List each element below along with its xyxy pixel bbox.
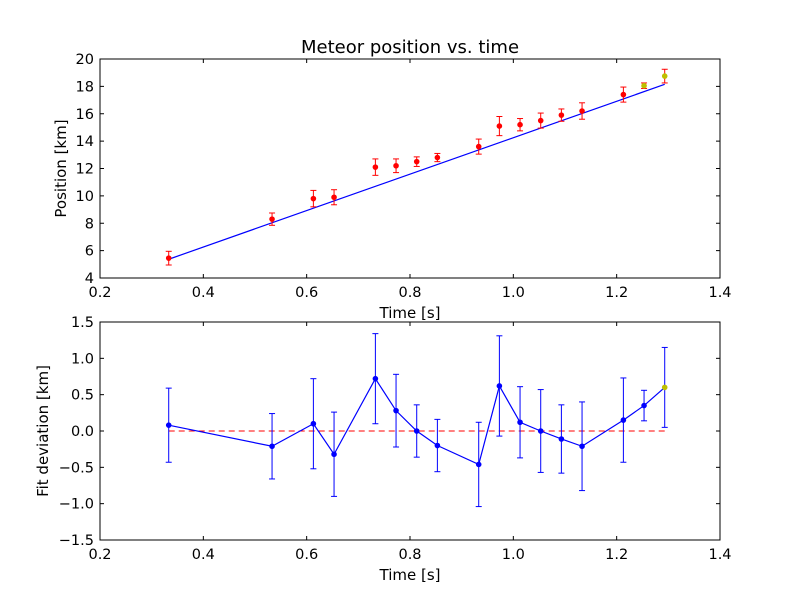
- bottom-chart: 0.2 0.4 0.6 0.8 1.0 1.2 1.4 −1.5 −1.0 −0.5 0.0 0.5…: [34, 315, 732, 584]
- top-chart: Meteor position vs. time 0.2 0.4 0.6 0.8 1.0…: [52, 37, 732, 322]
- position-point: [620, 91, 627, 98]
- deviation-point: [579, 443, 585, 450]
- y-tick-label: 10: [76, 189, 94, 205]
- bottom-y-axis: −1.5 −1.0 −0.5 0.0 0.5 1.0 1.5: [59, 315, 720, 549]
- position-point: [661, 73, 668, 79]
- x-tick-label: 0.2: [88, 285, 111, 301]
- deviation-point: [413, 428, 420, 434]
- x-tick-label: 0.8: [398, 285, 421, 301]
- top-x-axis-label: Time [s]: [379, 304, 441, 322]
- y-tick-label: 0.5: [71, 388, 94, 404]
- y-tick-label: 0.0: [71, 424, 94, 440]
- top-y-axis-label: Position [km]: [52, 119, 70, 217]
- y-tick-label: 20: [76, 52, 94, 68]
- deviation-point: [372, 375, 379, 382]
- deviation-point: [661, 384, 668, 391]
- position-point: [579, 108, 585, 114]
- position-point: [558, 112, 565, 118]
- deviation-point: [393, 407, 399, 414]
- top-plot-area: [165, 68, 668, 266]
- x-tick-label: 1.4: [708, 547, 731, 563]
- position-point: [537, 117, 544, 124]
- position-point: [496, 123, 503, 129]
- top-x-axis: 0.2 0.4 0.6 0.8 1.0 1.2 1.4: [88, 59, 732, 301]
- y-tick-label: 14: [76, 134, 94, 150]
- deviation-point: [496, 383, 503, 389]
- position-point: [475, 143, 482, 150]
- top-y-axis: 4 6 8 10 12 14 16 18 20: [76, 52, 720, 287]
- position-point: [310, 195, 317, 202]
- y-tick-label: −1.5: [59, 533, 94, 549]
- position-point: [165, 255, 172, 261]
- deviation-point: [517, 419, 523, 426]
- x-tick-label: 1.4: [708, 285, 731, 301]
- y-tick-label: −0.5: [59, 460, 94, 476]
- x-tick-label: 0.4: [192, 547, 215, 563]
- x-tick-label: 1.0: [502, 285, 525, 301]
- deviation-point: [620, 417, 627, 423]
- position-point: [269, 216, 275, 222]
- position-point: [331, 194, 337, 201]
- position-point: [434, 154, 441, 161]
- y-tick-label: 1.5: [71, 315, 94, 331]
- deviation-point: [331, 451, 337, 458]
- bottom-x-axis-label: Time [s]: [379, 566, 441, 584]
- x-tick-label: 0.6: [295, 547, 318, 563]
- bottom-plot-area: [165, 333, 668, 508]
- top-chart-title: Meteor position vs. time: [301, 37, 519, 58]
- deviation-point: [537, 428, 544, 434]
- x-tick-label: 0.4: [192, 285, 215, 301]
- position-point: [393, 162, 399, 169]
- position-point: [517, 121, 523, 128]
- position-point: [641, 82, 647, 89]
- x-tick-label: 1.0: [502, 547, 525, 563]
- y-tick-label: 4: [85, 271, 94, 287]
- deviation-point: [269, 443, 275, 450]
- y-tick-label: 6: [85, 244, 94, 260]
- x-tick-label: 0.8: [398, 547, 421, 563]
- y-tick-label: 8: [85, 216, 94, 232]
- x-tick-label: 0.6: [295, 285, 318, 301]
- y-tick-label: 12: [76, 162, 94, 178]
- y-tick-label: 1.0: [71, 351, 94, 367]
- y-tick-label: 16: [76, 107, 94, 123]
- x-tick-label: 0.2: [88, 547, 111, 563]
- deviation-point: [558, 436, 565, 442]
- x-tick-label: 1.2: [605, 547, 628, 563]
- y-tick-label: 18: [76, 79, 94, 95]
- bottom-x-axis: 0.2 0.4 0.6 0.8 1.0 1.2 1.4: [88, 322, 732, 563]
- deviation-point: [475, 461, 482, 468]
- deviation-point: [310, 420, 317, 427]
- deviation-point: [165, 422, 172, 428]
- deviation-point: [434, 442, 441, 449]
- y-tick-label: −1.0: [59, 497, 94, 513]
- deviation-point: [641, 402, 647, 409]
- x-tick-label: 1.2: [605, 285, 628, 301]
- bottom-y-axis-label: Fit deviation [km]: [34, 365, 52, 497]
- position-point: [372, 164, 379, 170]
- position-point: [413, 158, 420, 165]
